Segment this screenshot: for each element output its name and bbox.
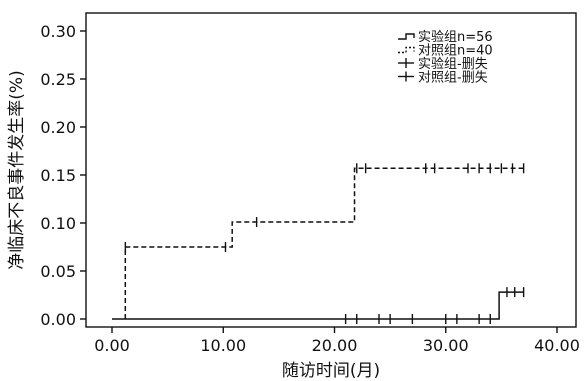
x-tick-label: 30.00 [423, 336, 469, 355]
series-experimental-line [112, 291, 524, 320]
x-tick-label: 0.00 [94, 336, 130, 355]
y-tick-label: 0.25 [40, 70, 76, 89]
y-axis-title: 净临床不良事件发生率(%) [7, 70, 27, 269]
legend-symbol-dashed [398, 46, 415, 54]
legend-entry: 实验组n=56 [398, 29, 493, 45]
x-tick-label: 20.00 [312, 336, 358, 355]
legend-label: 实验组-删失 [418, 56, 488, 72]
y-tick-label: 0.00 [40, 310, 76, 329]
x-tick-label: 40.00 [534, 336, 580, 355]
legend-label: 实验组n=56 [418, 29, 493, 45]
legend-label: 对照组n=40 [418, 44, 493, 59]
legend-entry: 对照组-删失 [398, 71, 488, 86]
x-tick-label: 10.00 [200, 336, 246, 355]
y-tick-label: 0.20 [40, 118, 76, 137]
x-axis: 0.00 10.00 20.00 30.00 40.00 [94, 327, 580, 355]
legend-entry: 对照组n=40 [398, 44, 493, 59]
x-axis-title: 随访时间(月) [282, 361, 380, 381]
y-tick-label: 0.10 [40, 214, 76, 233]
y-tick-label: 0.05 [40, 262, 76, 281]
series-control-line [124, 167, 524, 319]
legend-label: 对照组-删失 [418, 71, 488, 86]
legend-symbol-solid [398, 33, 415, 40]
plot-frame [85, 12, 577, 328]
series-layer [112, 163, 525, 324]
y-tick-label: 0.30 [40, 22, 76, 41]
y-tick-label: 0.15 [40, 166, 76, 185]
y-axis: 0.00 0.05 0.10 0.15 0.20 0.25 0.30 [40, 22, 86, 329]
legend-entry: 实验组-删失 [398, 56, 488, 72]
